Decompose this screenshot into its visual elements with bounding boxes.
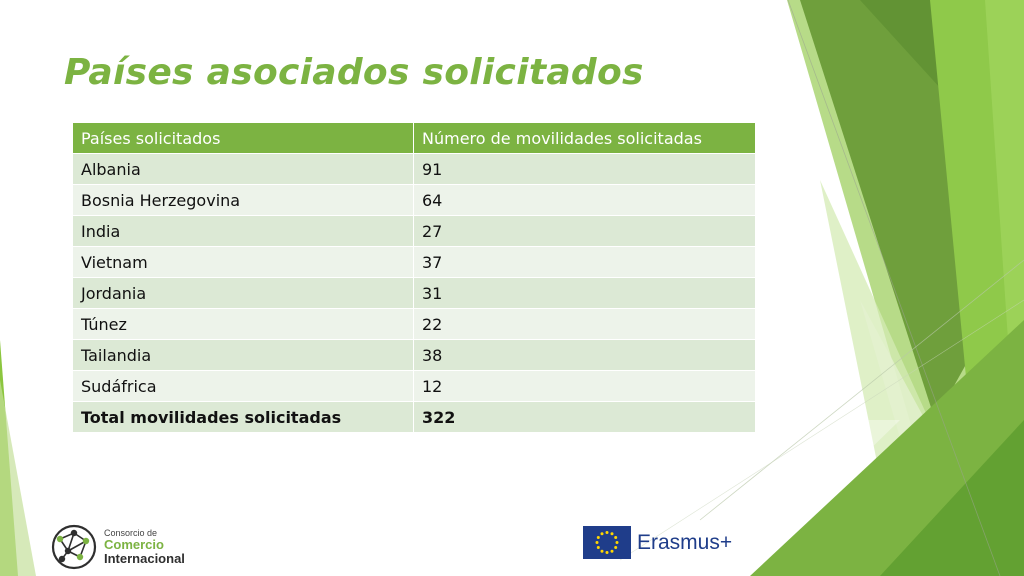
table-row: India 27 <box>72 215 756 247</box>
page-title: Países asociados solicitados <box>64 52 644 93</box>
country-cell: Bosnia Herzegovina <box>72 184 414 216</box>
country-cell: Vietnam <box>72 246 414 278</box>
table-row: Jordania 31 <box>72 277 756 309</box>
country-cell: Jordania <box>72 277 414 309</box>
table-total-row: Total movilidades solicitadas 322 <box>72 401 756 433</box>
total-label-cell: Total movilidades solicitadas <box>72 401 414 433</box>
logo-line-2: Comercio <box>104 537 164 553</box>
table-row: Tailandia 38 <box>72 339 756 371</box>
total-value-cell: 322 <box>413 401 756 433</box>
table-row: Albania 91 <box>72 153 756 185</box>
mobilities-cell: 64 <box>413 184 756 216</box>
country-cell: India <box>72 215 414 247</box>
erasmus-logo: Erasmus+ <box>583 526 732 559</box>
table-row: Túnez 22 <box>72 308 756 340</box>
mobilities-cell: 91 <box>413 153 756 185</box>
countries-table: Países solicitados Número de movilidades… <box>72 122 756 433</box>
eu-flag-icon <box>583 526 631 559</box>
table-row: Sudáfrica 12 <box>72 370 756 402</box>
country-cell: Túnez <box>72 308 414 340</box>
column-header-mobilities: Número de movilidades solicitadas <box>413 122 756 154</box>
mobilities-cell: 12 <box>413 370 756 402</box>
column-header-countries: Países solicitados <box>72 122 414 154</box>
mobilities-cell: 31 <box>413 277 756 309</box>
country-cell: Albania <box>72 153 414 185</box>
erasmus-label: Erasmus+ <box>637 530 733 554</box>
country-cell: Tailandia <box>72 339 414 371</box>
logo-line-1: Consorcio de <box>104 527 158 538</box>
network-globe-icon <box>51 524 97 570</box>
table-row: Vietnam 37 <box>72 246 756 278</box>
logo-line-3: Internacional <box>104 550 185 566</box>
mobilities-cell: 22 <box>413 308 756 340</box>
mobilities-cell: 37 <box>413 246 756 278</box>
table-row: Bosnia Herzegovina 64 <box>72 184 756 216</box>
mobilities-cell: 27 <box>413 215 756 247</box>
country-cell: Sudáfrica <box>72 370 414 402</box>
mobilities-cell: 38 <box>413 339 756 371</box>
consorcio-logo: Consorcio de Comercio Internacional <box>50 523 185 571</box>
table-header-row: Países solicitados Número de movilidades… <box>72 122 756 154</box>
